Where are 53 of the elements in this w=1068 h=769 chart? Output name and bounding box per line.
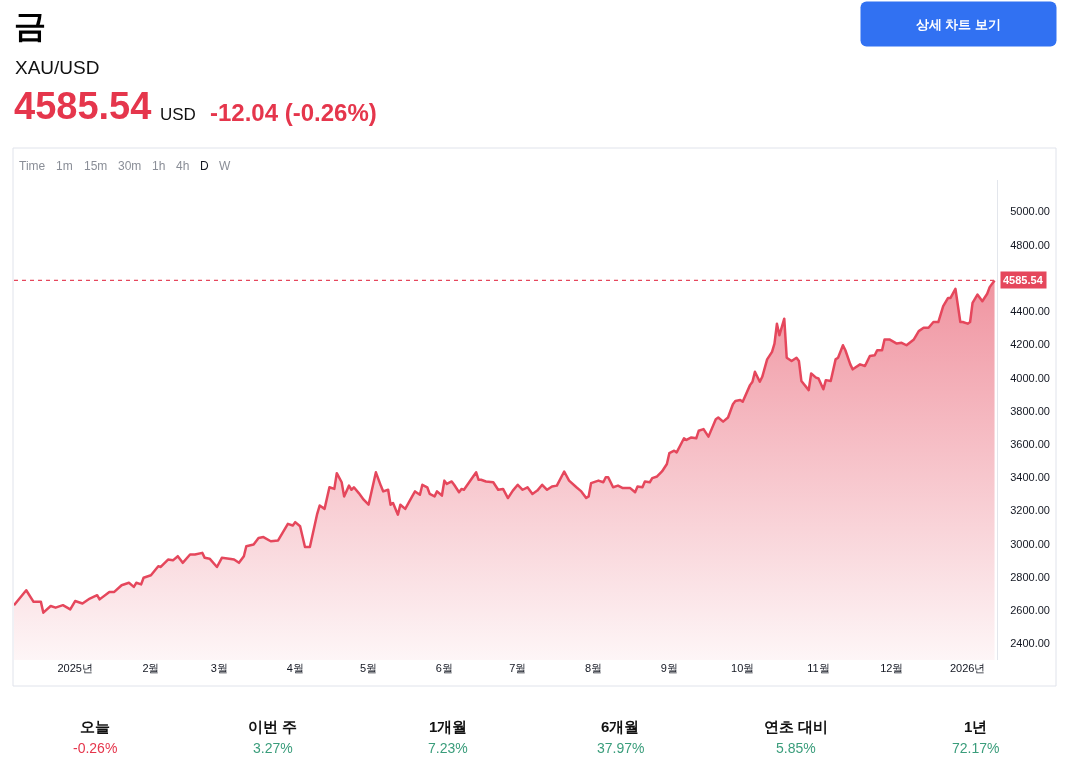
x-tick-label: 8월 — [584, 662, 603, 674]
y-tick-label: 2600.00 — [1010, 604, 1050, 617]
x-tick-label: 2025년 — [57, 662, 93, 674]
x-tick-label: 10월 — [731, 662, 755, 674]
text: 5.85% — [776, 740, 816, 756]
ref-line-label: 4585.54 — [1003, 274, 1044, 286]
y-tick-label: 3400.00 — [1010, 471, 1050, 484]
y-tick-label: 2800.00 — [1010, 570, 1050, 583]
text: 1개월 — [429, 718, 468, 735]
y-tick-label: 3800.00 — [1010, 404, 1050, 417]
text: -12.04 (-0.26%) — [210, 99, 377, 126]
text: 37.97% — [597, 740, 645, 756]
x-tick-label: 3월 — [210, 662, 228, 674]
text: D — [200, 159, 209, 173]
text: 4585.54 — [14, 85, 152, 127]
button: 상세 차트 보기 — [860, 1, 1057, 47]
y-tick-label: 3000.00 — [1010, 537, 1050, 550]
text: 1h — [152, 159, 166, 173]
text: 4h — [176, 159, 190, 173]
text: 72.17% — [952, 740, 1000, 756]
x-tick-label: 7월 — [509, 662, 527, 674]
text: 1년 — [964, 718, 988, 735]
text: USD — [160, 105, 196, 124]
x-tick-label: 6월 — [435, 662, 453, 674]
chart-title: 금 — [14, 8, 46, 45]
y-tick-label: 4000.00 — [1010, 371, 1050, 384]
text: 6개월 — [601, 718, 640, 735]
text: 연초 대비 — [764, 718, 829, 735]
y-tick-label: 3200.00 — [1010, 504, 1050, 517]
x-tick-label: 11월 — [807, 662, 830, 674]
y-tick-label: 4400.00 — [1010, 305, 1050, 318]
y-tick-label: 2400.00 — [1010, 637, 1050, 650]
text: 이번 주 — [248, 718, 298, 735]
chart-subtitle: XAU/USD — [15, 57, 100, 78]
y-tick-label: 4200.00 — [1010, 338, 1050, 351]
text: Time — [19, 159, 46, 173]
x-tick-label: 2026년 — [949, 662, 986, 674]
x-tick-label: 9월 — [660, 662, 678, 674]
x-tick-label: 2월 — [142, 662, 160, 674]
text: 30m — [118, 159, 142, 173]
x-tick-label: 5월 — [360, 662, 378, 674]
text: -0.26% — [73, 740, 118, 756]
y-tick-label: 4800.00 — [1010, 238, 1050, 251]
text: W — [219, 159, 231, 173]
text: 오늘 — [80, 718, 110, 735]
text: 7.23% — [428, 740, 468, 756]
text: 15m — [84, 159, 108, 173]
x-tick-label: 4월 — [286, 662, 304, 674]
text: 1m — [56, 159, 73, 173]
y-tick-label: 5000.00 — [1010, 205, 1050, 218]
text: 3.27% — [253, 740, 293, 756]
y-tick-label: 3600.00 — [1010, 437, 1050, 450]
x-tick-label: 12월 — [880, 662, 904, 674]
